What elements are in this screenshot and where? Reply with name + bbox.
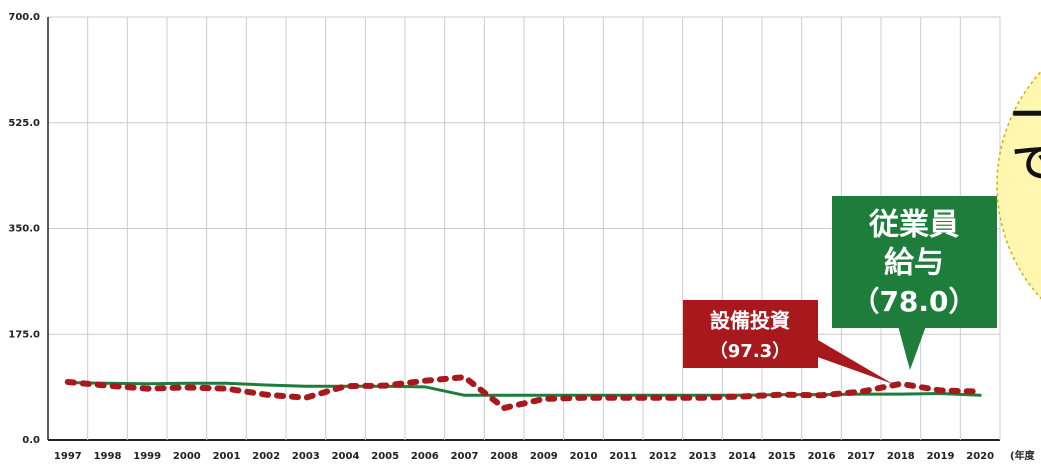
callout-value: （78.0） (851, 285, 976, 318)
x-tick-label: 2012 (649, 451, 677, 462)
x-tick-label: 2020 (966, 451, 994, 462)
bubble (996, 70, 1041, 300)
x-tick-label: 2004 (332, 451, 360, 462)
y-tick-label: 525.0 (8, 118, 40, 129)
callout-box (832, 196, 997, 328)
x-tick-label: 2011 (609, 451, 637, 462)
callout-title: 従業員 (868, 208, 959, 243)
series-line (64, 374, 984, 411)
y-tick-label: 350.0 (8, 224, 40, 235)
x-unit: (年度 (1010, 449, 1036, 462)
x-tick-label: 2014 (728, 451, 756, 462)
grid: 0.0 175.0 350.0 525.0 700.0 1997 1998 1999 2000 2… (8, 12, 1001, 462)
callout-box (683, 300, 818, 368)
x-tick-label: 2002 (252, 451, 280, 462)
y-tick-label: 175.0 (8, 329, 40, 340)
lines (64, 374, 984, 411)
x-tick-label: 2010 (570, 451, 598, 462)
x-tick-label: 1999 (133, 451, 161, 462)
bubble-text: で (1012, 140, 1041, 186)
x-tick-label: 2016 (808, 451, 836, 462)
callout-title: 給与 (884, 246, 944, 281)
x-tick-label: 2006 (411, 451, 439, 462)
y-tick-label: 700.0 (8, 12, 40, 23)
x-tick-label: 2009 (530, 451, 558, 462)
x-tick-label: 2000 (173, 451, 201, 462)
x-tick-label: 2013 (689, 451, 717, 462)
x-tick-label: 2003 (292, 451, 320, 462)
callout-pointer (898, 326, 926, 370)
x-tick-label: 2015 (768, 451, 796, 462)
x-tick-label: 1998 (94, 451, 122, 462)
x-tick-label: 2007 (451, 451, 479, 462)
x-tick-label: 2001 (213, 451, 241, 462)
callout-value: （97.3） (710, 341, 790, 362)
x-tick-label: 2008 (490, 451, 518, 462)
callout-title: 設備投資 (710, 309, 790, 333)
bubble-text: 一 (1012, 90, 1041, 141)
x-tick-label: 2017 (847, 451, 875, 462)
x-tick-label: 1997 (54, 451, 82, 462)
series-line (66, 381, 982, 397)
x-tick-label: 2005 (371, 451, 399, 462)
y-tick-label: 0.0 (22, 435, 40, 446)
x-tick-label: 2018 (887, 451, 915, 462)
x-tick-label: 2019 (927, 451, 955, 462)
